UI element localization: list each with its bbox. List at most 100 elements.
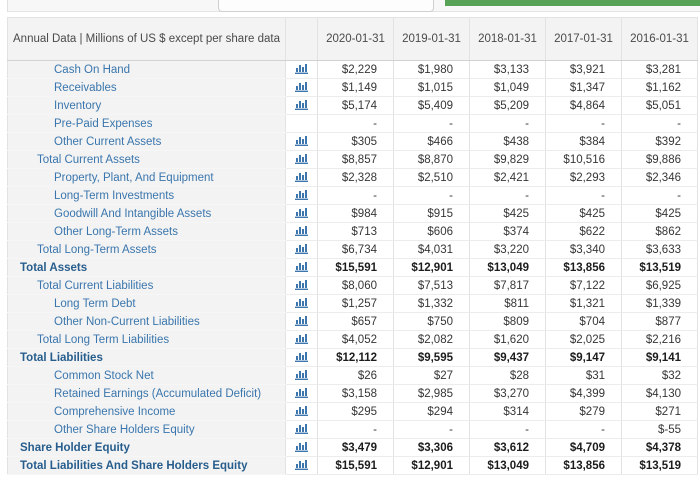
row-label-link[interactable]: Total Liabilities xyxy=(20,351,103,364)
bar-chart-icon[interactable] xyxy=(295,135,308,146)
value-cell: $13,856 xyxy=(545,258,622,277)
bar-chart-icon[interactable] xyxy=(295,261,308,272)
bar-chart-icon[interactable] xyxy=(295,153,308,164)
row-label-link[interactable]: Total Liabilities And Share Holders Equi… xyxy=(20,459,248,472)
bar-chart-icon[interactable] xyxy=(295,189,308,200)
value-cell: - xyxy=(545,114,622,133)
chart-icon-cell xyxy=(285,456,318,475)
value-cell: $622 xyxy=(545,222,622,241)
value-cell: $1,162 xyxy=(621,78,698,97)
value-cell: $314 xyxy=(469,402,546,421)
bar-chart-icon[interactable] xyxy=(295,225,308,236)
row-label-link[interactable]: Total Current Liabilities xyxy=(37,279,154,292)
bar-chart-icon[interactable] xyxy=(295,243,308,254)
bar-chart-icon[interactable] xyxy=(295,333,308,344)
value-cell: $7,817 xyxy=(469,276,546,295)
bar-chart-icon[interactable] xyxy=(295,423,308,434)
value-cell: $3,633 xyxy=(621,240,698,259)
chart-icon-cell xyxy=(285,96,318,115)
chart-icon-cell xyxy=(285,60,318,79)
value-cell: - xyxy=(317,114,394,133)
bar-chart-icon[interactable] xyxy=(295,63,308,74)
row-label-cell: Pre-Paid Expenses xyxy=(7,114,286,133)
value-cell: $12,901 xyxy=(393,456,470,475)
chart-icon-cell xyxy=(285,132,318,151)
value-cell: $1,049 xyxy=(469,78,546,97)
row-label-link[interactable]: Other Current Assets xyxy=(54,135,162,148)
table-row: Total Long Term Liabilities $4,052 $2,082… xyxy=(7,330,698,349)
row-label-cell: Total Current Assets xyxy=(7,150,286,169)
row-label-link[interactable]: Long Term Debt xyxy=(54,297,136,310)
row-label-link[interactable]: Inventory xyxy=(54,99,102,112)
row-label-link[interactable]: Share Holder Equity xyxy=(20,441,130,454)
bar-chart-icon[interactable] xyxy=(295,279,308,290)
table-row: Receivables $1,149 $1,015 $1,049 $1,347 $1,1… xyxy=(7,78,698,97)
row-label-cell: Goodwill And Intangible Assets xyxy=(7,204,286,223)
bar-chart-icon[interactable] xyxy=(295,387,308,398)
value-cell: $4,031 xyxy=(393,240,470,259)
value-cell: $7,122 xyxy=(545,276,622,295)
row-label-link[interactable]: Receivables xyxy=(54,81,117,94)
bar-chart-icon[interactable] xyxy=(295,297,308,308)
value-cell: $8,857 xyxy=(317,150,394,169)
row-label-link[interactable]: Goodwill And Intangible Assets xyxy=(54,207,212,220)
row-label-cell: Retained Earnings (Accumulated Deficit) xyxy=(7,384,286,403)
date-column-header: 2017-01-31 xyxy=(545,17,622,61)
bar-chart-icon[interactable] xyxy=(295,459,308,470)
bar-chart-icon[interactable] xyxy=(295,81,308,92)
value-cell: $750 xyxy=(393,312,470,331)
value-cell: - xyxy=(469,420,546,439)
row-label-link[interactable]: Property, Plant, And Equipment xyxy=(54,171,214,184)
value-cell: $28 xyxy=(469,366,546,385)
chart-icon-cell xyxy=(285,276,318,295)
value-cell: $13,519 xyxy=(621,456,698,475)
value-cell: $13,049 xyxy=(469,456,546,475)
row-label-link[interactable]: Other Share Holders Equity xyxy=(54,423,195,436)
bar-chart-icon[interactable] xyxy=(295,315,308,326)
chart-icon-cell xyxy=(285,294,318,313)
row-label-link[interactable]: Cash On Hand xyxy=(54,63,131,76)
value-cell: $13,519 xyxy=(621,258,698,277)
row-label-link[interactable]: Common Stock Net xyxy=(54,369,154,382)
value-cell: $877 xyxy=(621,312,698,331)
value-cell: $3,921 xyxy=(545,60,622,79)
row-label-link[interactable]: Other Non-Current Liabilities xyxy=(54,315,200,328)
row-label-link[interactable]: Total Current Assets xyxy=(37,153,140,166)
row-label-link[interactable]: Retained Earnings (Accumulated Deficit) xyxy=(54,387,262,400)
row-label-link[interactable]: Comprehensive Income xyxy=(54,405,176,418)
date-column-header: 2019-01-31 xyxy=(393,17,470,61)
row-label-link[interactable]: Total Assets xyxy=(20,261,88,274)
value-cell: $15,591 xyxy=(317,258,394,277)
bar-chart-icon[interactable] xyxy=(295,405,308,416)
value-cell: $9,437 xyxy=(469,348,546,367)
row-label-link[interactable]: Long-Term Investments xyxy=(54,189,175,202)
value-cell: $3,612 xyxy=(469,438,546,457)
bar-chart-icon[interactable] xyxy=(295,351,308,362)
bar-chart-icon[interactable] xyxy=(295,207,308,218)
value-cell: $9,829 xyxy=(469,150,546,169)
row-label-link[interactable]: Other Long-Term Assets xyxy=(54,225,178,238)
row-label-cell: Other Current Assets xyxy=(7,132,286,151)
value-cell: $271 xyxy=(621,402,698,421)
table-row: Long Term Debt $1,257 $1,332 $811 $1,321 $1,… xyxy=(7,294,698,313)
date-column-header: 2020-01-31 xyxy=(317,17,394,61)
bar-chart-icon[interactable] xyxy=(295,171,308,182)
value-cell: $2,421 xyxy=(469,168,546,187)
table-row: Other Non-Current Liabilities $657 $750 $8… xyxy=(7,312,698,331)
bar-chart-icon[interactable] xyxy=(295,99,308,110)
bar-chart-icon[interactable] xyxy=(295,369,308,380)
chart-icon-cell xyxy=(285,438,318,457)
toolbar-input[interactable] xyxy=(218,0,434,12)
table-row: Goodwill And Intangible Assets $984 $915 $… xyxy=(7,204,698,223)
value-cell: $2,985 xyxy=(393,384,470,403)
row-label-link[interactable]: Total Long Term Liabilities xyxy=(37,333,170,346)
action-button[interactable] xyxy=(445,0,700,6)
value-cell: $3,340 xyxy=(545,240,622,259)
value-cell: $32 xyxy=(621,366,698,385)
table-row: Property, Plant, And Equipment $2,328 $2,… xyxy=(7,168,698,187)
bar-chart-icon[interactable] xyxy=(295,441,308,452)
row-label-link[interactable]: Total Long-Term Assets xyxy=(37,243,157,256)
row-label-link[interactable]: Pre-Paid Expenses xyxy=(54,117,153,130)
value-cell: $4,709 xyxy=(545,438,622,457)
value-cell: - xyxy=(621,114,698,133)
